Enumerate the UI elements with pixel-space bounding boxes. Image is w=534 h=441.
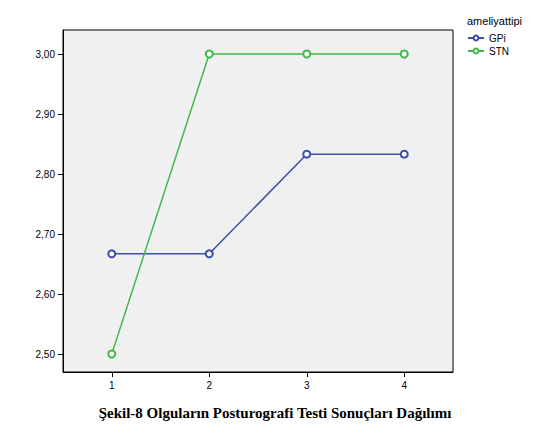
svg-text:2: 2 (206, 380, 212, 391)
svg-text:3,00: 3,00 (36, 49, 56, 60)
svg-text:4: 4 (401, 380, 407, 391)
svg-text:STN: STN (489, 46, 509, 57)
svg-text:GPi: GPi (489, 33, 506, 44)
svg-text:ameliyattipi: ameliyattipi (467, 15, 522, 27)
svg-text:2,90: 2,90 (36, 109, 56, 120)
svg-text:Şekil-8 Olguların Posturografi: Şekil-8 Olguların Posturografi Testi Son… (99, 405, 452, 421)
svg-text:2,70: 2,70 (36, 229, 56, 240)
svg-text:2,80: 2,80 (36, 169, 56, 180)
svg-text:2,50: 2,50 (36, 349, 56, 360)
svg-text:2,60: 2,60 (36, 289, 56, 300)
svg-text:1: 1 (109, 380, 115, 391)
svg-text:3: 3 (304, 380, 310, 391)
